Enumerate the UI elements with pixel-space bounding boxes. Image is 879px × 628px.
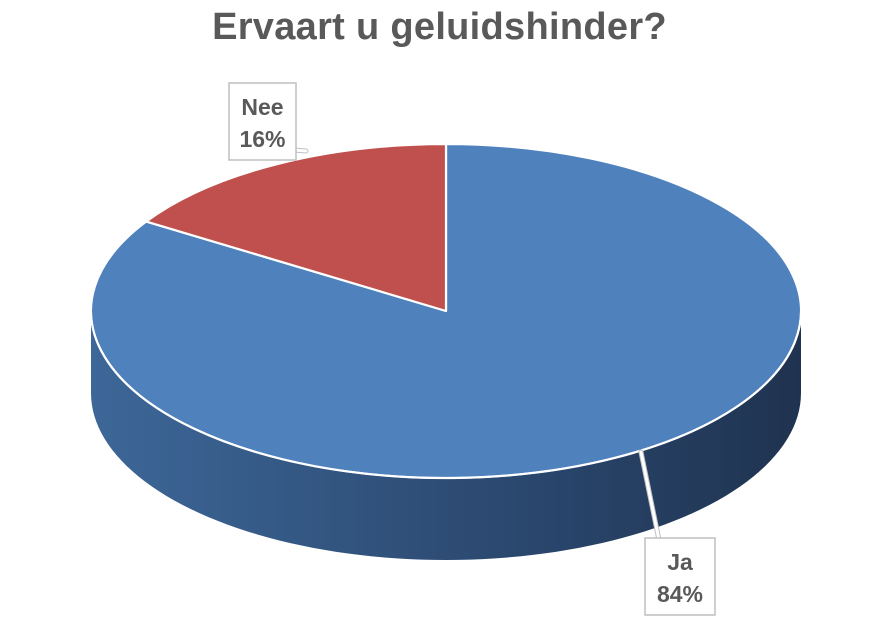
pie-side-ja — [91, 311, 801, 560]
leader-line — [639, 450, 661, 542]
data-label-box — [228, 82, 297, 161]
data-label-box — [644, 537, 716, 616]
data-label-value: 16% — [239, 126, 285, 152]
data-label-category: Ja — [667, 549, 693, 575]
pie-rim — [90, 310, 802, 480]
pie-slice-nee — [145, 142, 448, 313]
data-label-value: 84% — [657, 581, 703, 607]
data-label-nee: Nee 16% — [228, 82, 309, 161]
data-label-ja: Ja 84% — [638, 449, 716, 616]
data-label-category: Nee — [241, 94, 283, 120]
chart-title: Ervaart u geluidshinder? — [212, 6, 667, 48]
